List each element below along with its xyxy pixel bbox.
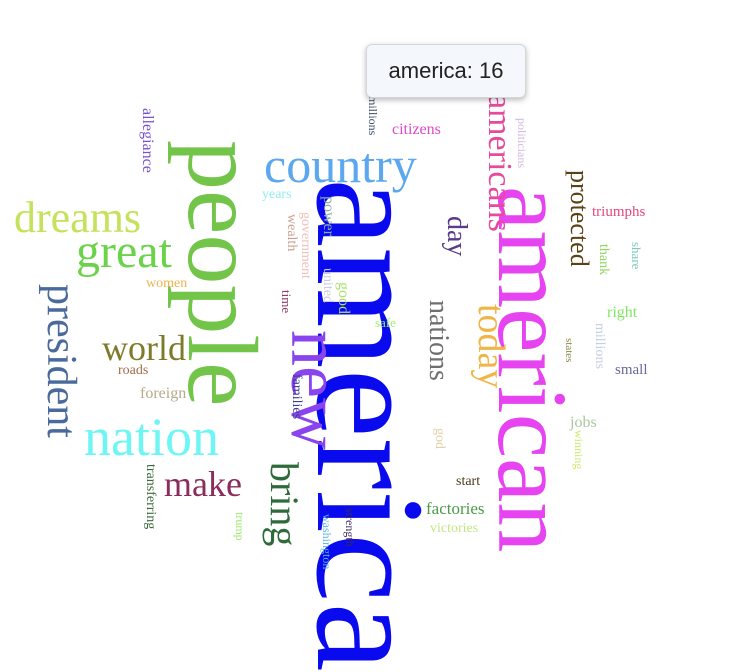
word-united[interactable]: united xyxy=(320,268,335,303)
word-country[interactable]: country xyxy=(264,137,417,193)
word-share[interactable]: share xyxy=(629,242,644,270)
word-today[interactable]: today xyxy=(470,304,512,389)
word-protected[interactable]: protected xyxy=(565,170,594,267)
word-families[interactable]: families xyxy=(289,374,304,420)
word-triumphs[interactable]: triumphs xyxy=(592,204,646,220)
word-great[interactable]: great xyxy=(76,225,172,278)
word-foreign[interactable]: foreign xyxy=(140,385,187,402)
tooltip-value: 16 xyxy=(479,58,504,83)
word-winning[interactable]: winning xyxy=(572,430,586,470)
word-dreams[interactable]: dreams xyxy=(14,193,142,242)
word-time[interactable]: time xyxy=(279,290,294,314)
word-thank[interactable]: thank xyxy=(596,244,611,276)
word-jobs[interactable]: jobs xyxy=(570,414,597,431)
word-years[interactable]: years xyxy=(262,187,292,202)
word-roads[interactable]: roads xyxy=(118,363,149,378)
word-god[interactable]: god xyxy=(432,428,447,449)
word-right[interactable]: right xyxy=(607,304,638,321)
word-citizens[interactable]: citizens xyxy=(392,121,441,138)
word-people[interactable]: people xyxy=(167,140,278,407)
word-trump[interactable]: trump xyxy=(233,512,247,541)
word-world[interactable]: world xyxy=(102,328,186,368)
word-nations[interactable]: nations xyxy=(423,300,454,381)
word-women[interactable]: women xyxy=(146,276,188,291)
word-make[interactable]: make xyxy=(164,464,242,504)
word-safe[interactable]: safe xyxy=(375,315,396,330)
word-start[interactable]: start xyxy=(456,474,481,489)
tooltip: america: 16 xyxy=(366,44,526,98)
word-strength[interactable]: strength xyxy=(343,508,357,547)
word-wealth[interactable]: wealth xyxy=(284,214,299,252)
word-transferring[interactable]: transferring xyxy=(143,464,158,530)
word-day[interactable]: day xyxy=(441,216,472,257)
word-factories[interactable]: factories xyxy=(426,499,485,518)
word-government[interactable]: government xyxy=(298,212,313,279)
tooltip-separator: : xyxy=(466,58,479,83)
word-washington[interactable]: washington xyxy=(320,514,334,570)
word-president[interactable]: president xyxy=(38,284,84,438)
word-millions-2[interactable]: millions xyxy=(592,323,607,369)
word-politicians[interactable]: politicians xyxy=(515,118,529,168)
word-victories[interactable]: victories xyxy=(430,521,479,536)
word-nation[interactable]: nation xyxy=(84,407,219,467)
word-power[interactable]: power xyxy=(320,196,337,236)
word-americans[interactable]: americans xyxy=(481,94,518,232)
word-small[interactable]: small xyxy=(615,362,648,378)
word-allegiance[interactable]: allegiance xyxy=(139,108,156,173)
word-good[interactable]: good xyxy=(335,282,352,314)
tooltip-word: america xyxy=(388,58,467,83)
word-states[interactable]: states xyxy=(563,338,575,363)
word-bring[interactable]: bring xyxy=(262,462,307,547)
word-millions[interactable]: millions xyxy=(366,96,380,136)
